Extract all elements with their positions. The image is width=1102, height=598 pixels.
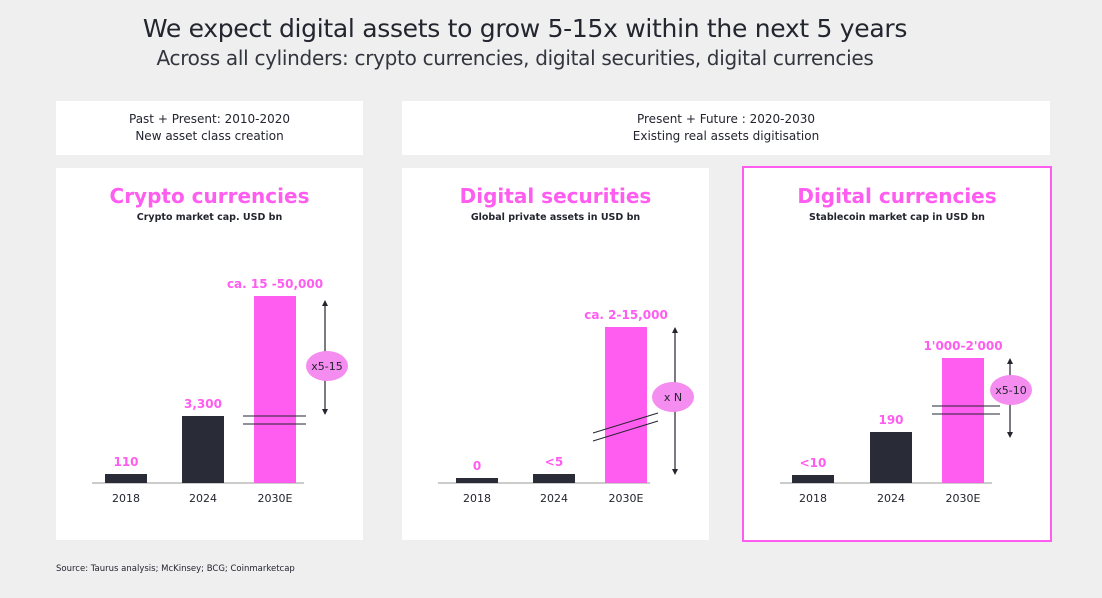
chart-svg: 0 2018 <5 2024 ca. 2-15,000 2030E x N xyxy=(438,308,694,505)
x-tick-label: 2024 xyxy=(877,492,905,505)
x-tick-label: 2030E xyxy=(946,492,981,505)
bar-2030e xyxy=(254,296,296,483)
arrow-head-down-icon xyxy=(1007,432,1013,438)
multiplier-badge xyxy=(652,382,694,412)
bar-2018 xyxy=(105,474,147,483)
data-label: 110 xyxy=(113,455,138,469)
bar-2018 xyxy=(456,478,498,483)
bar-2024 xyxy=(182,416,224,483)
x-tick-label: 2024 xyxy=(189,492,217,505)
multiplier-label: x5-15 xyxy=(311,360,342,373)
bar-2024 xyxy=(533,474,575,483)
arrow-head-up-icon xyxy=(1007,358,1013,364)
header-description: Existing real assets digitisation xyxy=(632,129,820,143)
data-label: ca. 2-15,000 xyxy=(584,308,668,322)
multiplier-label: x N xyxy=(664,391,682,404)
page-subtitle: Across all cylinders: crypto currencies,… xyxy=(156,46,874,70)
multiplier-badge xyxy=(990,375,1032,405)
x-tick-label: 2024 xyxy=(540,492,568,505)
header-description: New asset class creation xyxy=(135,129,284,143)
panel-crypto-currencies: Crypto currencies Crypto market cap. USD… xyxy=(56,168,363,540)
chart-subtitle: Crypto market cap. USD bn xyxy=(136,212,283,223)
header-past-present: Past + Present: 2010-2020 New asset clas… xyxy=(56,101,363,155)
source-note: Source: Taurus analysis; McKinsey; BCG; … xyxy=(56,564,295,574)
chart-svg: 110 2018 3,300 2024 ca. 15 -50,000 2030E x5-15 xyxy=(92,277,348,505)
chart-subtitle: Global private assets in USD bn xyxy=(470,212,641,223)
arrow-head-down-icon xyxy=(672,469,678,475)
header-period: Present + Future : 2020-2030 xyxy=(636,112,815,126)
data-label: 190 xyxy=(878,413,903,427)
chart-svg: <10 2018 190 2024 1'000-2'000 2030E x5-10 xyxy=(780,339,1032,505)
chart-title: Digital securities xyxy=(459,184,652,208)
arrow-head-up-icon xyxy=(672,327,678,333)
bar-2030e xyxy=(605,327,647,483)
data-label: ca. 15 -50,000 xyxy=(227,277,323,291)
panel-digital-currencies: Digital currencies Stablecoin market cap… xyxy=(742,166,1052,542)
page-title: We expect digital assets to grow 5-15x w… xyxy=(142,14,908,43)
panel-digital-securities: Digital securities Global private assets… xyxy=(402,168,709,540)
x-tick-label: 2018 xyxy=(799,492,827,505)
arrow-head-up-icon xyxy=(322,300,328,306)
data-label: <10 xyxy=(800,456,827,470)
bar-2024 xyxy=(870,432,912,483)
data-label: 0 xyxy=(473,459,481,473)
x-tick-label: 2030E xyxy=(258,492,293,505)
bar-2030e xyxy=(942,358,984,483)
multiplier-badge xyxy=(306,351,348,381)
x-tick-label: 2018 xyxy=(463,492,491,505)
multiplier-label: x5-10 xyxy=(995,384,1026,397)
x-tick-label: 2030E xyxy=(609,492,644,505)
axis-break-line xyxy=(592,420,659,442)
header-period: Past + Present: 2010-2020 xyxy=(129,112,290,126)
axis-break-line xyxy=(592,412,659,434)
arrow-head-down-icon xyxy=(322,409,328,415)
data-label: <5 xyxy=(545,455,563,469)
data-label: 1'000-2'000 xyxy=(923,339,1002,353)
chart-subtitle: Stablecoin market cap in USD bn xyxy=(809,212,985,223)
header-present-future: Present + Future : 2020-2030 Existing re… xyxy=(402,101,1050,155)
chart-title: Digital currencies xyxy=(797,184,997,208)
bar-2018 xyxy=(792,475,834,483)
chart-title: Crypto currencies xyxy=(109,184,310,208)
data-label: 3,300 xyxy=(184,397,222,411)
x-tick-label: 2018 xyxy=(112,492,140,505)
